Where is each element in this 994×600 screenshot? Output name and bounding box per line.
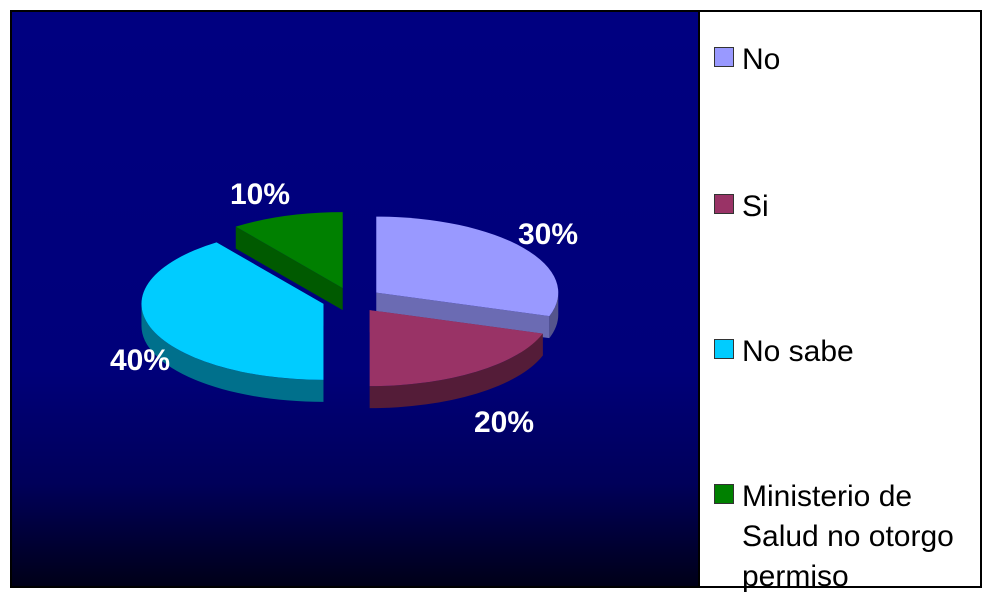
- legend-label-2: No sabe: [742, 335, 854, 368]
- data-labels: 30% 20% 40% 10%: [110, 178, 578, 439]
- legend-swatch-3: [714, 484, 734, 504]
- slice-wall-3-0: [235, 226, 343, 311]
- legend: No Si No sabe Ministerio de Salud no otorgo…: [698, 12, 980, 593]
- legend-swatch-0: [714, 47, 734, 67]
- pie-slice-0: [376, 216, 559, 317]
- legend-label-3: Ministerio de Salud no otorgo permiso: [742, 480, 954, 593]
- legend-label-1: Si: [742, 190, 769, 223]
- slice-rim-1: [369, 333, 543, 409]
- data-label-2: 40%: [110, 344, 170, 377]
- slice-tops: [141, 212, 559, 387]
- pie-slice-2: [141, 242, 324, 380]
- slice-rim-0: [549, 292, 559, 339]
- chart-frame: 30% 20% 40% 10% No Si No sabe Ministerio de Sa…: [10, 10, 982, 593]
- data-label-1: 20%: [474, 406, 534, 439]
- legend-swatch-2: [714, 339, 734, 359]
- pie-chart: 30% 20% 40% 10%: [110, 178, 578, 439]
- legend-swatch-1: [714, 194, 734, 214]
- pie-slice-1: [369, 310, 543, 387]
- data-label-0: 30%: [518, 218, 578, 251]
- slice-wall-0-1: [376, 292, 550, 339]
- legend-label-0: No: [742, 43, 781, 76]
- pie-slice-3: [235, 212, 343, 289]
- data-label-3: 10%: [230, 178, 290, 211]
- slice-rim-2: [141, 303, 324, 402]
